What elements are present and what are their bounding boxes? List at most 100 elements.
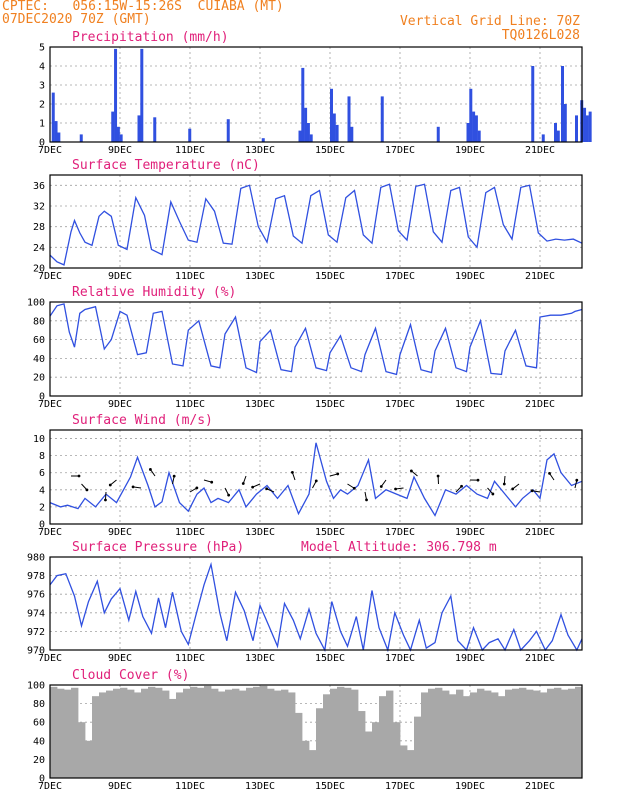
y-tick-label: 4 <box>39 485 45 496</box>
y-tick-label: 60 <box>33 718 45 729</box>
y-tick-label: 40 <box>33 354 45 365</box>
y-tick-label: 20 <box>33 373 45 384</box>
wind-arrow-head <box>265 487 269 491</box>
precip-bar <box>188 128 192 142</box>
y-tick-label: 0 <box>39 774 45 785</box>
cloud-bar <box>127 689 135 778</box>
wind-arrow-head <box>195 486 199 490</box>
cloud-bar <box>407 750 415 778</box>
cloud-bar <box>505 689 513 778</box>
cloud-bar <box>463 696 471 778</box>
cloud-bar <box>428 688 436 778</box>
y-tick-label: 0 <box>39 392 45 403</box>
precip-bar <box>585 115 589 142</box>
cloud-bar <box>295 712 303 778</box>
cloud-bar <box>484 690 492 778</box>
y-tick-label: 974 <box>27 608 45 619</box>
precip-bar <box>119 134 123 142</box>
y-tick-label: 8 <box>39 451 45 462</box>
cloud-bar <box>316 708 324 778</box>
wind-arrow-head <box>108 483 112 487</box>
header-vertical-grid: Vertical Grid Line: 70Z <box>399 14 580 29</box>
cloud-bar <box>120 687 128 778</box>
header-code: TQ0126L028 <box>501 28 580 43</box>
cloud-bar <box>386 690 394 778</box>
cloud-bar <box>547 688 555 778</box>
cloud-bar <box>533 690 541 778</box>
panel-1: 0 1 2 3 4 5 7DEC 9DEC 11DEC 13DEC 15DEC 17DEC 19DEC 2… <box>38 30 592 156</box>
cloud-bar <box>218 691 226 778</box>
x-tick-label: 7DEC <box>38 653 62 664</box>
cloud-bar <box>78 722 86 778</box>
x-tick-label: 7DEC <box>38 781 62 792</box>
cloud-bar <box>57 688 65 778</box>
cloud-bar <box>477 688 485 778</box>
y-tick-label: 80 <box>33 316 45 327</box>
precip-bar <box>332 113 336 142</box>
wind-arrow-head <box>491 492 495 496</box>
panel-title: Precipitation (mm/h) <box>72 30 229 45</box>
x-tick-label: 19DEC <box>455 145 485 156</box>
precip-bar <box>531 66 535 142</box>
x-tick-label: 17DEC <box>385 527 415 538</box>
cloud-bar <box>204 685 212 778</box>
x-tick-label: 9DEC <box>108 399 132 410</box>
y-tick-label: 36 <box>33 181 45 192</box>
precip-bar <box>79 134 83 142</box>
precip-bar <box>226 119 230 142</box>
x-tick-label: 17DEC <box>385 271 415 282</box>
cloud-bar <box>470 692 478 778</box>
precip-bar <box>469 88 473 142</box>
wind-arrow-head <box>336 472 340 476</box>
cloud-bar <box>344 687 352 778</box>
precip-bar <box>301 67 305 142</box>
cloud-bar <box>456 689 464 778</box>
cloud-bar <box>512 688 520 778</box>
wind-arrow-head <box>251 485 255 489</box>
cloud-bar <box>379 696 387 778</box>
cloud-bar <box>92 696 100 778</box>
x-tick-label: 9DEC <box>108 145 132 156</box>
cloud-bar <box>155 687 163 778</box>
cloud-bar <box>134 692 142 778</box>
precip-bar <box>350 126 354 142</box>
wind-arrows <box>71 468 579 502</box>
wind-arrow-head <box>436 474 440 478</box>
precip-bar <box>153 117 157 142</box>
precip-bar <box>330 88 333 142</box>
y-tick-label: 32 <box>33 202 45 213</box>
y-tick-label: 24 <box>33 243 45 254</box>
panel-6: 0 20 40 60 80 100 7DEC 9DEC 11DEC 13DEC 15DEC 17DEC… <box>27 668 583 792</box>
y-tick-label: 0 <box>39 138 45 149</box>
cloud-bar <box>260 685 268 778</box>
x-tick-label: 13DEC <box>245 653 275 664</box>
x-tick-label: 19DEC <box>455 527 485 538</box>
precip-bar <box>304 107 308 142</box>
cloud-bar <box>141 688 149 778</box>
wind-arrow-head <box>476 478 480 482</box>
panel-title: Cloud Cover (%) <box>72 668 189 683</box>
wind-arrow-head <box>241 482 245 485</box>
cloud-bar <box>449 694 457 778</box>
wind-arrow-head <box>548 471 551 475</box>
wind-arrow-head <box>379 485 383 488</box>
cloud-bar <box>575 686 583 778</box>
precip-bar <box>140 48 144 142</box>
x-tick-label: 21DEC <box>525 145 555 156</box>
x-tick-label: 11DEC <box>175 653 205 664</box>
precip-bar <box>298 130 302 142</box>
wind-arrow-head <box>172 474 176 478</box>
cloud-bar <box>442 690 450 778</box>
y-tick-label: 28 <box>33 222 45 233</box>
precip-bar <box>306 123 310 142</box>
x-tick-label: 21DEC <box>525 527 555 538</box>
x-tick-label: 13DEC <box>245 781 275 792</box>
x-tick-label: 7DEC <box>38 145 62 156</box>
precip-bar <box>466 123 470 142</box>
wind-arrow-head <box>394 487 397 491</box>
panel-annotation: Model Altitude: 306.798 m <box>301 540 497 555</box>
precip-bar <box>309 134 313 142</box>
cloud-bar <box>85 740 93 778</box>
cloud-bar <box>526 689 534 778</box>
